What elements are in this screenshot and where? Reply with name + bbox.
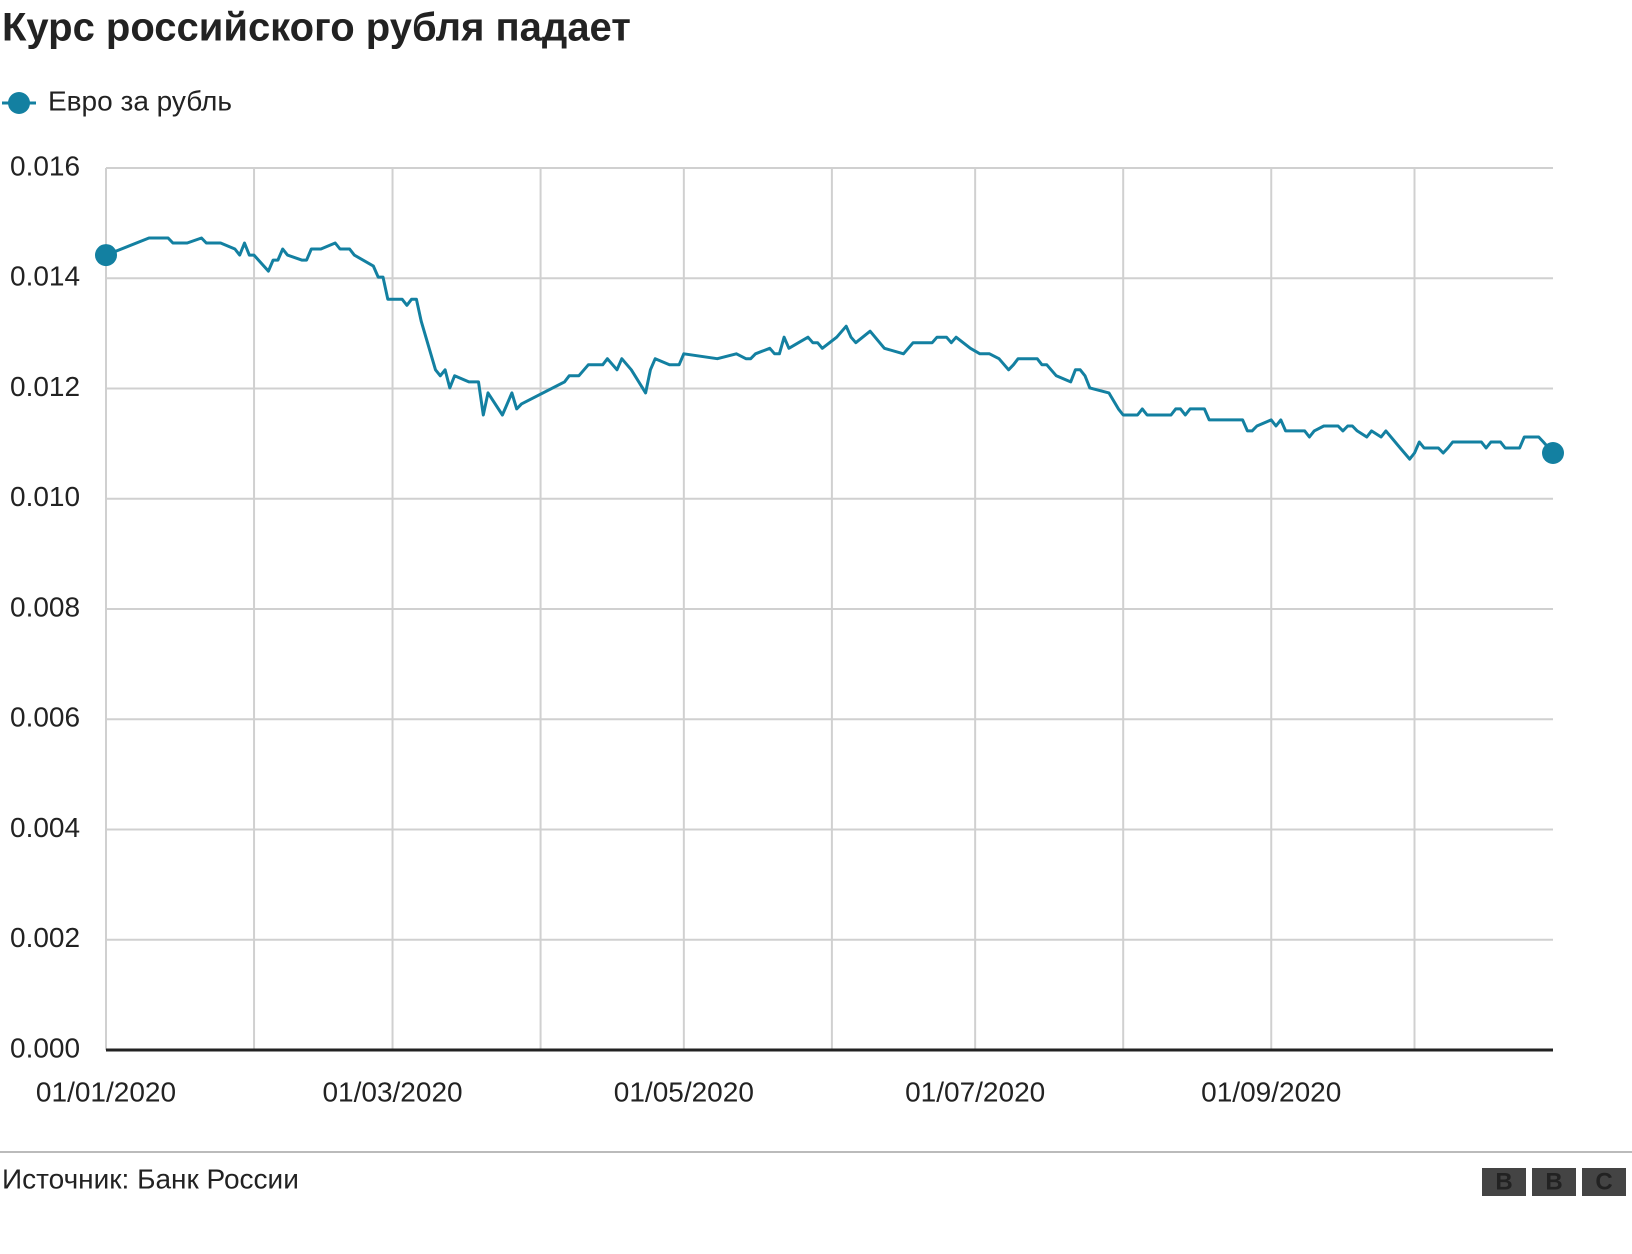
end-point: [1542, 441, 1564, 464]
end-point: [95, 244, 117, 267]
y-tick-label: 0.010: [10, 481, 80, 512]
y-tick-label: 0.000: [10, 1032, 80, 1063]
y-tick-label: 0.006: [10, 702, 80, 733]
y-tick-label: 0.002: [10, 922, 80, 953]
source: Источник: Банк России: [2, 1163, 299, 1194]
y-tick-label: 0.004: [10, 812, 80, 843]
x-tick-label: 01/03/2020: [322, 1076, 462, 1107]
y-tick-label: 0.008: [10, 591, 80, 622]
logo-box: [1582, 1168, 1626, 1196]
legend-label: Евро за рубль: [48, 85, 232, 116]
logo-box: [1482, 1168, 1526, 1196]
logo-letter: C: [1595, 1168, 1612, 1195]
logo-box: [1532, 1168, 1576, 1196]
logo-letter: B: [1495, 1168, 1512, 1195]
y-tick-label: 0.016: [10, 150, 80, 181]
x-tick-label: 01/01/2020: [36, 1076, 176, 1107]
logo-letter: B: [1545, 1168, 1562, 1195]
chart-title: Курс российского рубля падает: [2, 6, 631, 50]
legend-marker: [8, 92, 30, 114]
x-tick-label: 01/05/2020: [614, 1076, 754, 1107]
x-tick-label: 01/09/2020: [1201, 1076, 1341, 1107]
series-line: [105, 236, 1555, 461]
y-tick-label: 0.012: [10, 371, 80, 402]
x-tick-label: 01/07/2020: [905, 1076, 1045, 1107]
y-tick-label: 0.014: [10, 261, 80, 292]
